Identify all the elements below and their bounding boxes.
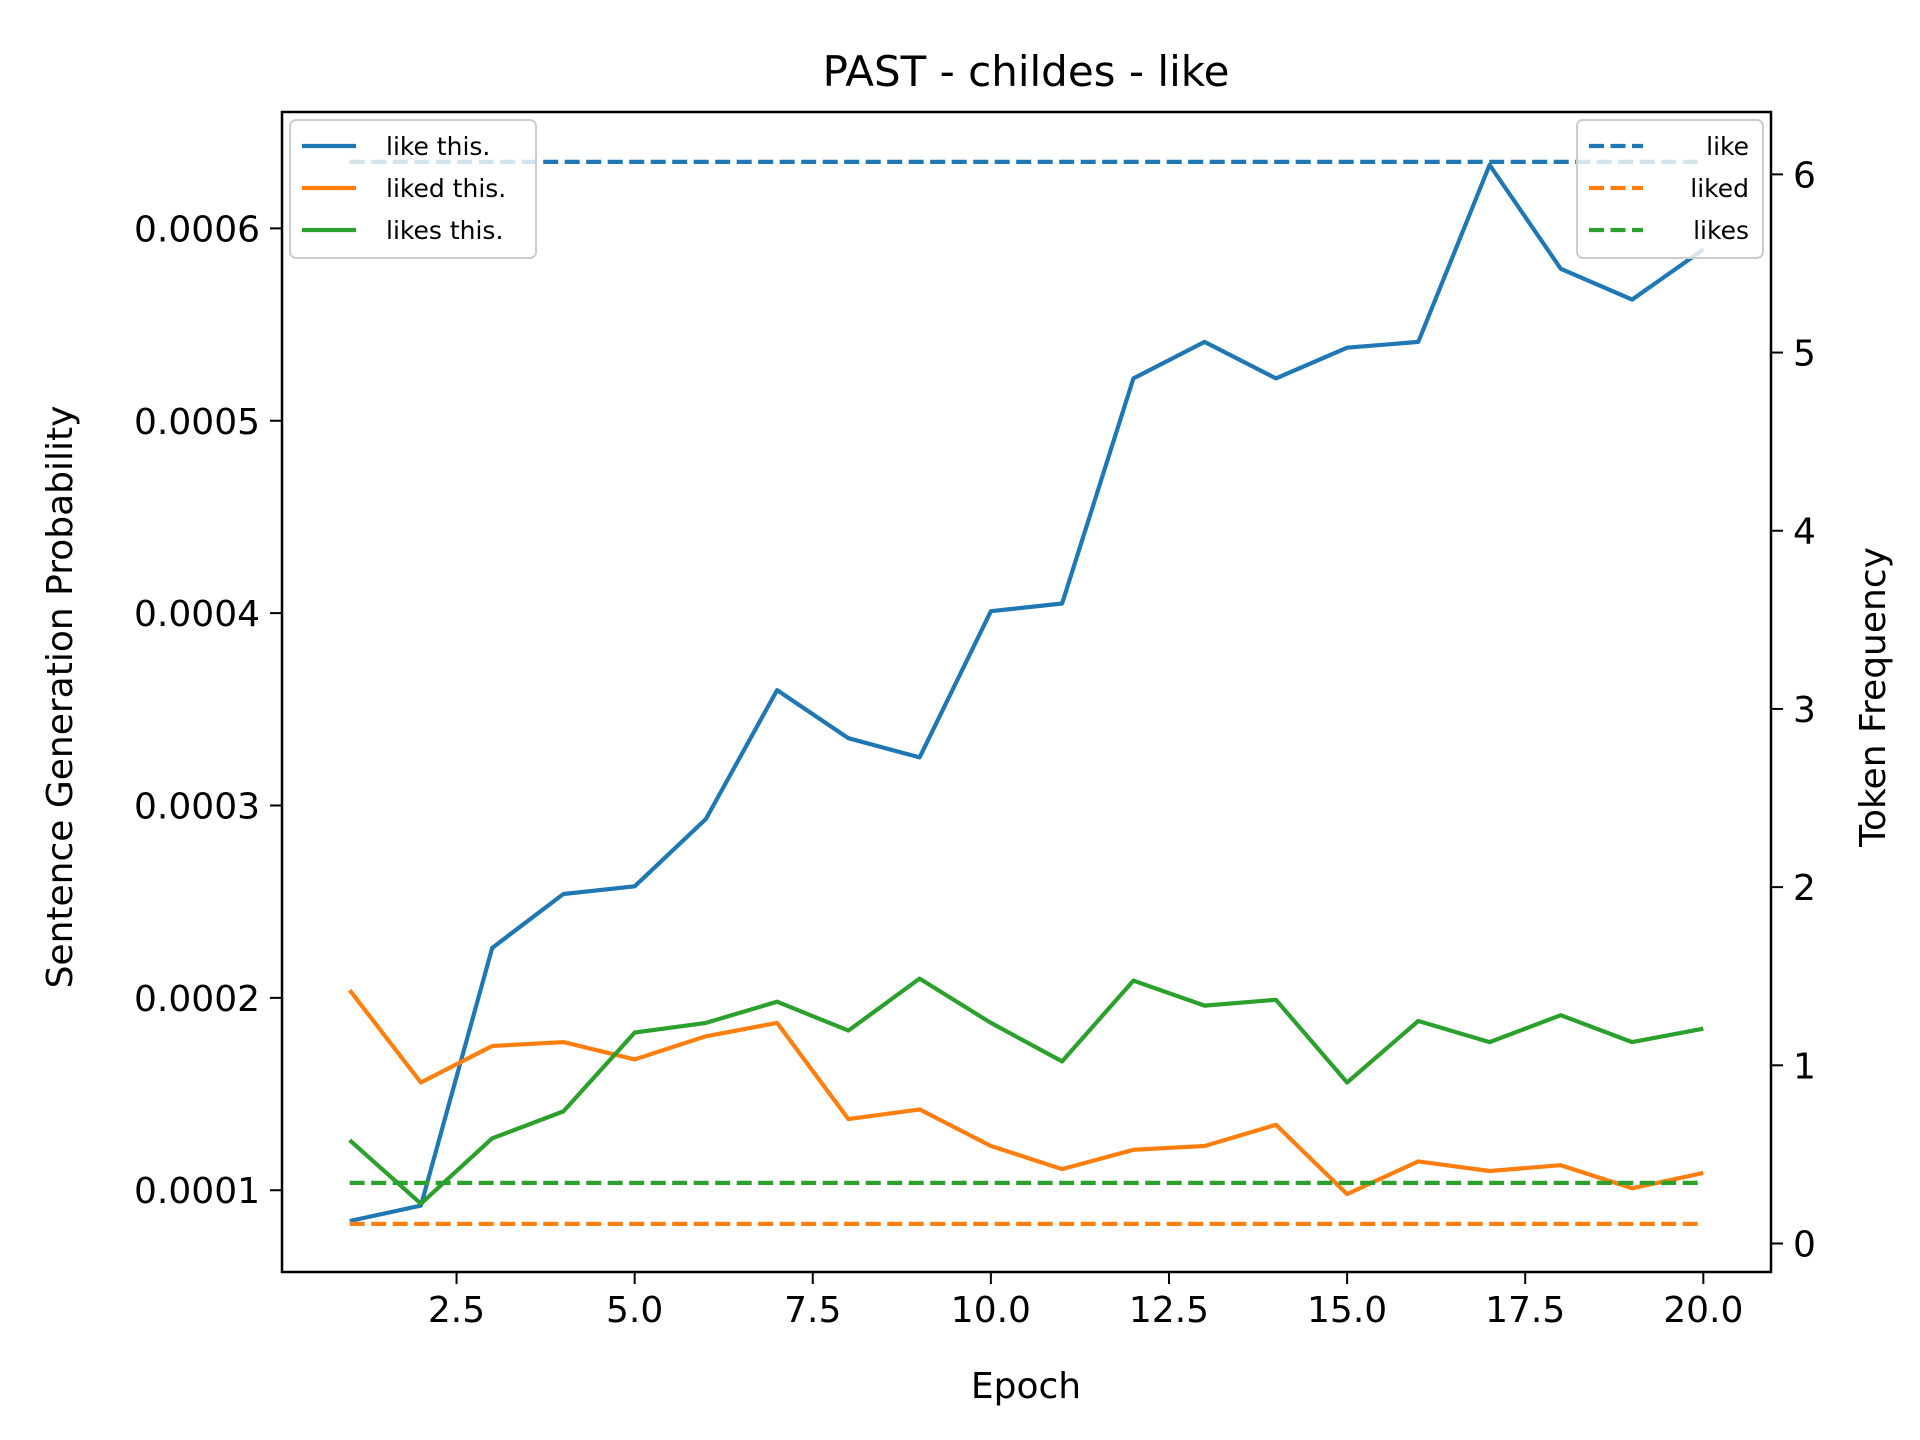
x-tick-label: 12.5 xyxy=(1129,1290,1209,1331)
legend-label-liked-this: liked this. xyxy=(386,174,506,203)
legend-label-liked: liked xyxy=(1690,174,1749,203)
legend-label-like-this: like this. xyxy=(386,132,490,161)
y-tick-label: 0.0005 xyxy=(134,402,260,443)
y-tick-label: 0.0006 xyxy=(134,209,260,250)
x-tick-label: 5.0 xyxy=(606,1290,663,1331)
y2-tick-label: 4 xyxy=(1793,512,1816,553)
legend-label-likes: likes xyxy=(1693,216,1749,245)
x-tick-label: 10.0 xyxy=(951,1290,1031,1331)
y2-tick-label: 6 xyxy=(1793,155,1816,196)
y-tick-label: 0.0002 xyxy=(134,979,260,1020)
x-tick-label: 7.5 xyxy=(784,1290,841,1331)
series-line-like-this xyxy=(349,162,1705,1224)
x-tick-label: 17.5 xyxy=(1485,1290,1565,1331)
legend-label-like: like xyxy=(1706,132,1749,161)
series-line-liked-this xyxy=(348,988,1704,1197)
x-tick-label: 2.5 xyxy=(428,1290,485,1331)
series-line-likes-this xyxy=(348,976,1704,1206)
y-tick-label: 0.0001 xyxy=(134,1171,260,1212)
y2-tick-label: 2 xyxy=(1793,868,1816,909)
x-tick-label: 15.0 xyxy=(1307,1290,1387,1331)
plot-frame xyxy=(280,110,1773,1274)
y2-axis-label: Token Frequency xyxy=(1853,547,1894,848)
y2-tick-label: 3 xyxy=(1793,690,1816,731)
x-tick-label: 20.0 xyxy=(1663,1290,1743,1331)
legend-box-right xyxy=(1576,119,1764,259)
y2-tick-label: 5 xyxy=(1793,334,1816,375)
y-tick-label: 0.0003 xyxy=(134,786,260,827)
x-axis-label: Epoch xyxy=(971,1366,1081,1407)
plot-area: 2.5 5.0 7.5 10.0 12.5 15.0 17.5 20.0 0.0001 0.000… xyxy=(134,110,1816,1331)
y2-tick-label: 0 xyxy=(1793,1224,1816,1265)
y-tick-label: 0.0004 xyxy=(134,594,260,635)
y-axis-label: Sentence Generation Probability xyxy=(40,406,81,989)
y2-tick-label: 1 xyxy=(1793,1046,1816,1087)
legend-label-likes-this: likes this. xyxy=(386,216,503,245)
chart-title: PAST - childes - like xyxy=(823,47,1230,96)
legend-box-left xyxy=(289,119,537,259)
